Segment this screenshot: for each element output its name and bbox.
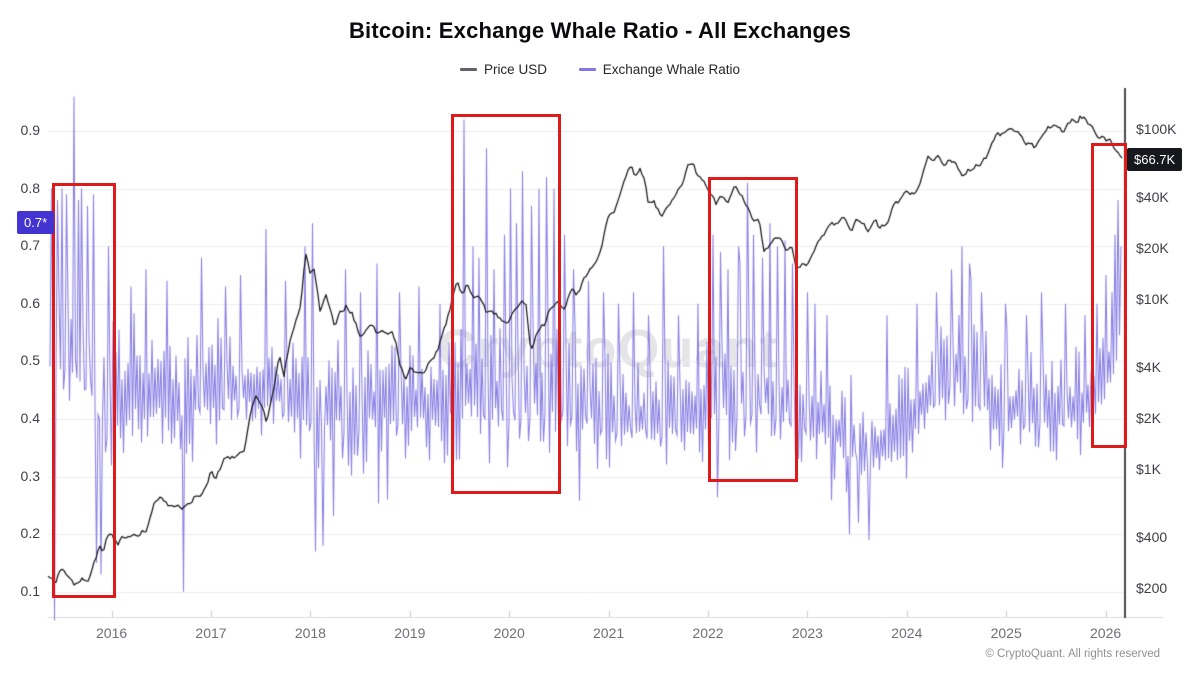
left-tick-0.7: 0.7 — [20, 237, 40, 254]
legend-item-whale-ratio: Exchange Whale Ratio — [578, 62, 741, 78]
whale-ratio-swatch — [578, 68, 596, 71]
left-tick-0.3: 0.3 — [20, 467, 40, 484]
right-tick-$1K: $1K — [1136, 461, 1161, 477]
left-tick-0.8: 0.8 — [20, 179, 40, 196]
highlight-box-4 — [1090, 142, 1128, 448]
highlight-box-1 — [51, 182, 116, 598]
current-ratio-badge: 0.7* — [17, 211, 55, 235]
left-tick-0.2: 0.2 — [20, 525, 40, 542]
x-tick-2020: 2020 — [493, 625, 525, 641]
right-tick-$2K: $2K — [1136, 409, 1161, 426]
highlight-box-3 — [708, 177, 799, 483]
x-tick-2024: 2024 — [891, 625, 923, 641]
x-tick-2026: 2026 — [1090, 625, 1122, 641]
left-tick-0.5: 0.5 — [20, 352, 40, 369]
left-tick-0.4: 0.4 — [20, 410, 40, 426]
legend: Price USD Exchange Whale Ratio — [0, 59, 1200, 77]
x-tick-2025: 2025 — [990, 625, 1022, 641]
last-price-badge: $66.7K — [1127, 147, 1183, 171]
x-tick-2019: 2019 — [394, 625, 426, 641]
legend-item-price: Price USD — [459, 62, 547, 78]
left-tick-0.1: 0.1 — [20, 582, 40, 599]
copyright: © CryptoQuant. All rights reserved — [985, 648, 1160, 660]
right-tick-$100K: $100K — [1136, 121, 1177, 137]
x-tick-2018: 2018 — [294, 625, 326, 641]
left-tick-0.9: 0.9 — [20, 122, 40, 138]
highlight-box-2 — [450, 113, 561, 494]
left-tick-0.6: 0.6 — [20, 294, 40, 311]
right-tick-$200: $200 — [1136, 579, 1168, 596]
right-tick-$20K: $20K — [1136, 239, 1169, 256]
legend-label-price: Price USD — [483, 62, 547, 78]
right-tick-$10K: $10K — [1136, 291, 1169, 307]
right-tick-$400: $400 — [1136, 528, 1168, 545]
right-tick-$40K: $40K — [1136, 188, 1169, 205]
chart-title: Bitcoin: Exchange Whale Ratio - All Exch… — [348, 18, 852, 43]
price-line-swatch — [459, 68, 477, 71]
right-tick-$4K: $4K — [1136, 358, 1161, 375]
x-tick-2023: 2023 — [791, 625, 823, 641]
x-tick-2021: 2021 — [593, 625, 625, 641]
x-tick-2016: 2016 — [96, 625, 128, 641]
x-tick-2022: 2022 — [692, 625, 724, 641]
legend-label-whale-ratio: Exchange Whale Ratio — [602, 62, 741, 78]
x-tick-2017: 2017 — [195, 625, 227, 641]
